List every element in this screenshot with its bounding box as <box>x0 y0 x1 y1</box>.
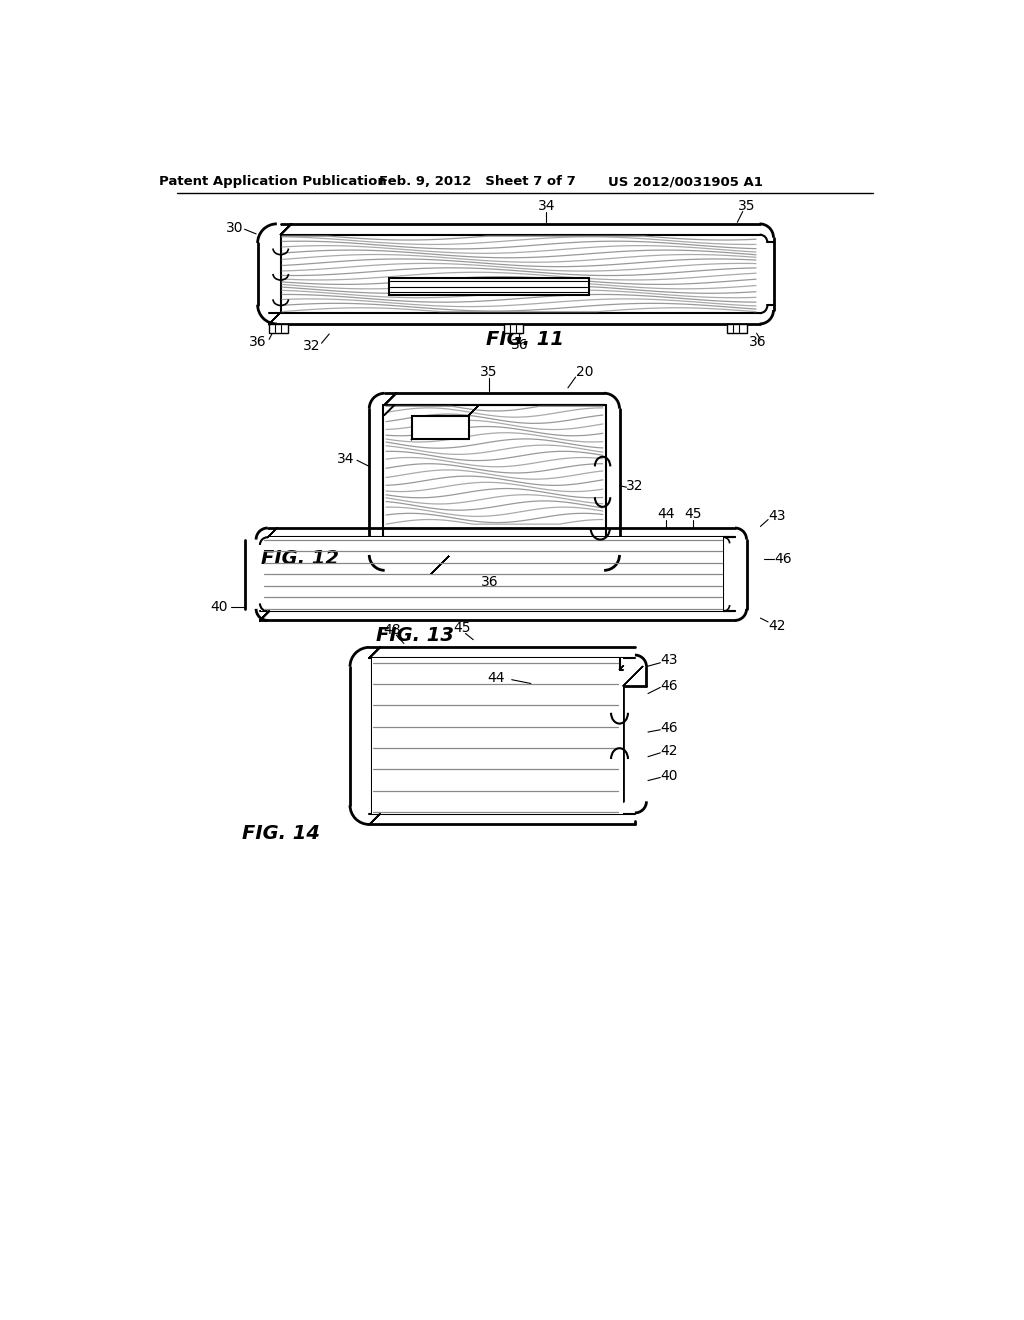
Text: 46: 46 <box>660 678 678 693</box>
Text: 40: 40 <box>210 601 228 614</box>
Text: 20: 20 <box>577 366 594 379</box>
Text: 42: 42 <box>660 744 678 758</box>
Text: FIG. 14: FIG. 14 <box>242 824 319 843</box>
Text: 35: 35 <box>480 366 498 379</box>
Text: Feb. 9, 2012   Sheet 7 of 7: Feb. 9, 2012 Sheet 7 of 7 <box>379 176 575 187</box>
Text: 45: 45 <box>453 622 470 635</box>
Text: 30: 30 <box>225 220 244 235</box>
Bar <box>412 416 469 440</box>
Text: 32: 32 <box>626 479 644 492</box>
Text: 45: 45 <box>684 507 701 521</box>
Text: 48: 48 <box>384 623 401 636</box>
Bar <box>388 277 589 296</box>
Text: Patent Application Publication: Patent Application Publication <box>159 176 387 187</box>
Bar <box>372 659 624 813</box>
Text: 36: 36 <box>249 335 266 348</box>
Text: 34: 34 <box>338 451 355 466</box>
Text: 35: 35 <box>738 199 756 213</box>
Text: 43: 43 <box>660 653 678 668</box>
Text: 42: 42 <box>769 619 786 632</box>
Text: 46: 46 <box>660 721 678 735</box>
Text: US 2012/0031905 A1: US 2012/0031905 A1 <box>607 176 763 187</box>
Text: 36: 36 <box>481 576 499 589</box>
Text: 43: 43 <box>769 510 786 524</box>
Bar <box>727 323 746 333</box>
Bar <box>385 521 604 557</box>
Bar <box>261 537 724 611</box>
Text: FIG. 12: FIG. 12 <box>261 549 339 569</box>
Text: 46: 46 <box>775 552 793 566</box>
Text: 36: 36 <box>511 338 528 351</box>
Text: 44: 44 <box>487 671 505 685</box>
Text: 32: 32 <box>303 339 321 354</box>
Text: 44: 44 <box>657 507 675 521</box>
Bar <box>371 395 617 569</box>
Bar <box>269 323 289 333</box>
Text: 34: 34 <box>538 199 555 213</box>
Text: 36: 36 <box>750 335 767 348</box>
Text: FIG. 11: FIG. 11 <box>485 330 564 348</box>
Text: FIG. 13: FIG. 13 <box>377 626 455 645</box>
Text: 40: 40 <box>660 770 678 783</box>
Bar <box>504 323 523 333</box>
